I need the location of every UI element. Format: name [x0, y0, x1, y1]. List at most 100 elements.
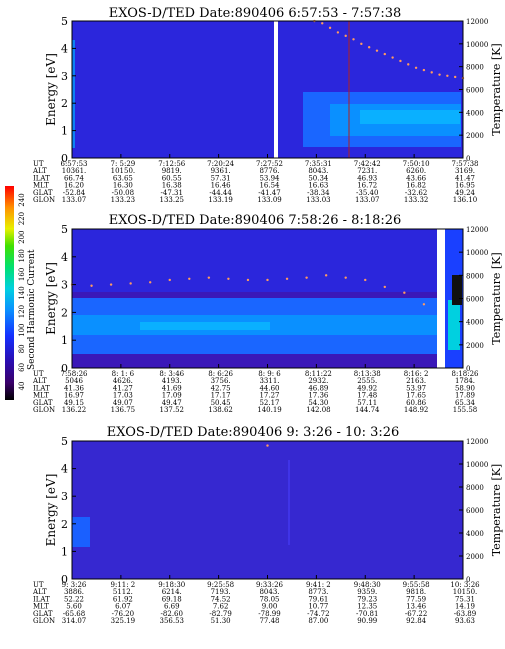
- info-cell: 9: 3:26: [62, 581, 87, 589]
- info-cell: 9:55:58: [403, 581, 430, 589]
- info-cell: 8: 9: 6: [258, 370, 281, 378]
- info-cell: 8773.: [308, 588, 328, 596]
- info-cell: 60.86: [406, 399, 427, 407]
- y-tick-label: 1: [61, 545, 68, 558]
- y2-tick-label: 12000: [466, 226, 488, 234]
- y2-tick-label: 2000: [466, 553, 484, 561]
- colorbar-tick-label: 140: [18, 286, 26, 299]
- y2-axis-label: Temperature [K]: [490, 464, 503, 556]
- panel-2-plot: [72, 229, 463, 368]
- info-cell: 133.07: [62, 196, 87, 204]
- temperature-point: [344, 34, 347, 38]
- temperature-point: [207, 276, 211, 279]
- temperature-point: [414, 66, 418, 70]
- colorbar-strip: [5, 186, 14, 400]
- info-cell: 133.09: [257, 196, 282, 204]
- y-tick-label: 5: [61, 15, 68, 28]
- y-tick-label: 4: [61, 463, 68, 476]
- info-cell: 16.30: [113, 182, 133, 190]
- temperature-point: [344, 276, 347, 279]
- panel-3-background: [72, 441, 463, 579]
- info-cell: 5046: [65, 377, 83, 385]
- panel-3-plot: [72, 441, 463, 579]
- info-cell: 61.92: [113, 595, 133, 603]
- info-cell: 16.20: [64, 182, 84, 190]
- info-cell: 7:42:42: [354, 160, 381, 168]
- temperature-point: [305, 276, 308, 279]
- info-cell: 7193.: [211, 588, 231, 596]
- info-cell: -76.20: [112, 610, 134, 618]
- y2-tick-label: 8000: [466, 484, 484, 492]
- info-row-label: GLAT: [33, 399, 53, 407]
- temperature-point: [149, 281, 152, 284]
- colorbar-tick-label: 200: [18, 231, 26, 244]
- info-cell: 77.48: [259, 617, 279, 625]
- info-cell: 74.52: [211, 595, 231, 603]
- temperature-point: [383, 52, 386, 56]
- info-cell: 57.31: [211, 174, 231, 182]
- info-cell: 58.90: [455, 384, 475, 392]
- y2-axis-label: Temperature [K]: [490, 43, 503, 135]
- temperature-point: [360, 42, 363, 46]
- info-cell: 69.18: [162, 595, 182, 603]
- y-axis-label: Energy [eV]: [44, 53, 58, 126]
- y-axis-label: Energy [eV]: [44, 474, 58, 547]
- info-cell: 6.69: [164, 603, 180, 611]
- y2-tick-label: 2000: [466, 132, 484, 140]
- info-cell: 57.11: [357, 399, 377, 407]
- info-cell: 63.65: [113, 174, 133, 182]
- info-cell: -70.81: [356, 610, 378, 618]
- y2-tick-label: 10000: [466, 41, 488, 49]
- temperature-point: [391, 56, 394, 59]
- y2-tick-label: 4000: [466, 109, 484, 117]
- y2-tick-label: 6000: [466, 296, 484, 304]
- temperature-point: [403, 291, 406, 294]
- info-cell: 356.53: [160, 617, 185, 625]
- info-cell: 52.22: [64, 595, 84, 603]
- temperature-point: [446, 74, 449, 78]
- info-cell: 140.19: [257, 406, 282, 414]
- info-cell: 49.07: [113, 399, 133, 407]
- info-cell: 54.30: [308, 399, 328, 407]
- info-cell: 8043.: [308, 167, 328, 175]
- temperature-point: [129, 282, 132, 285]
- info-cell: 77.59: [406, 595, 426, 603]
- info-cell: 92.84: [406, 617, 427, 625]
- y-tick-label: 1: [61, 334, 68, 347]
- temperature-point: [364, 278, 367, 282]
- info-row-label: UT: [33, 581, 44, 589]
- info-cell: 16.82: [406, 182, 426, 190]
- info-cell: 8: 1: 6: [112, 370, 135, 378]
- panel-1-spectrum-band-core: [360, 110, 460, 124]
- info-row-label: MLT: [33, 182, 49, 190]
- temperature-point: [383, 285, 386, 289]
- info-cell: 2555.: [357, 377, 377, 385]
- y2-tick-label: 6000: [466, 87, 484, 95]
- panel-1-temperature-trace: [313, 19, 465, 80]
- info-cell: 17.27: [259, 392, 279, 400]
- info-cell: 87.00: [308, 617, 328, 625]
- y-tick-label: 5: [61, 435, 68, 448]
- info-cell: 133.19: [208, 196, 233, 204]
- info-cell: 8:13:38: [354, 370, 381, 378]
- info-cell: 17.48: [357, 392, 377, 400]
- panel-1-plot: [72, 21, 463, 158]
- info-row-label: ILAT: [33, 384, 50, 392]
- info-cell: 138.62: [208, 406, 233, 414]
- panel-3-temperature-trace: [266, 444, 269, 447]
- info-cell: 66.74: [64, 174, 85, 182]
- info-cell: 41.47: [455, 174, 475, 182]
- info-cell: 9:48:30: [354, 581, 381, 589]
- info-cell: 133.07: [355, 196, 380, 204]
- info-cell: 6214.: [162, 588, 182, 596]
- info-cell: 3169.: [455, 167, 475, 175]
- temperature-point: [246, 278, 250, 282]
- y2-tick-label: 2000: [466, 342, 484, 350]
- y-tick-label: 5: [61, 223, 68, 236]
- info-cell: -65.68: [63, 610, 85, 618]
- info-cell: 10150.: [453, 588, 478, 596]
- info-cell: 6.07: [115, 603, 131, 611]
- info-cell: 93.63: [455, 617, 475, 625]
- panel-2-spectrum-band-core: [140, 322, 270, 330]
- info-cell: 148.92: [404, 406, 429, 414]
